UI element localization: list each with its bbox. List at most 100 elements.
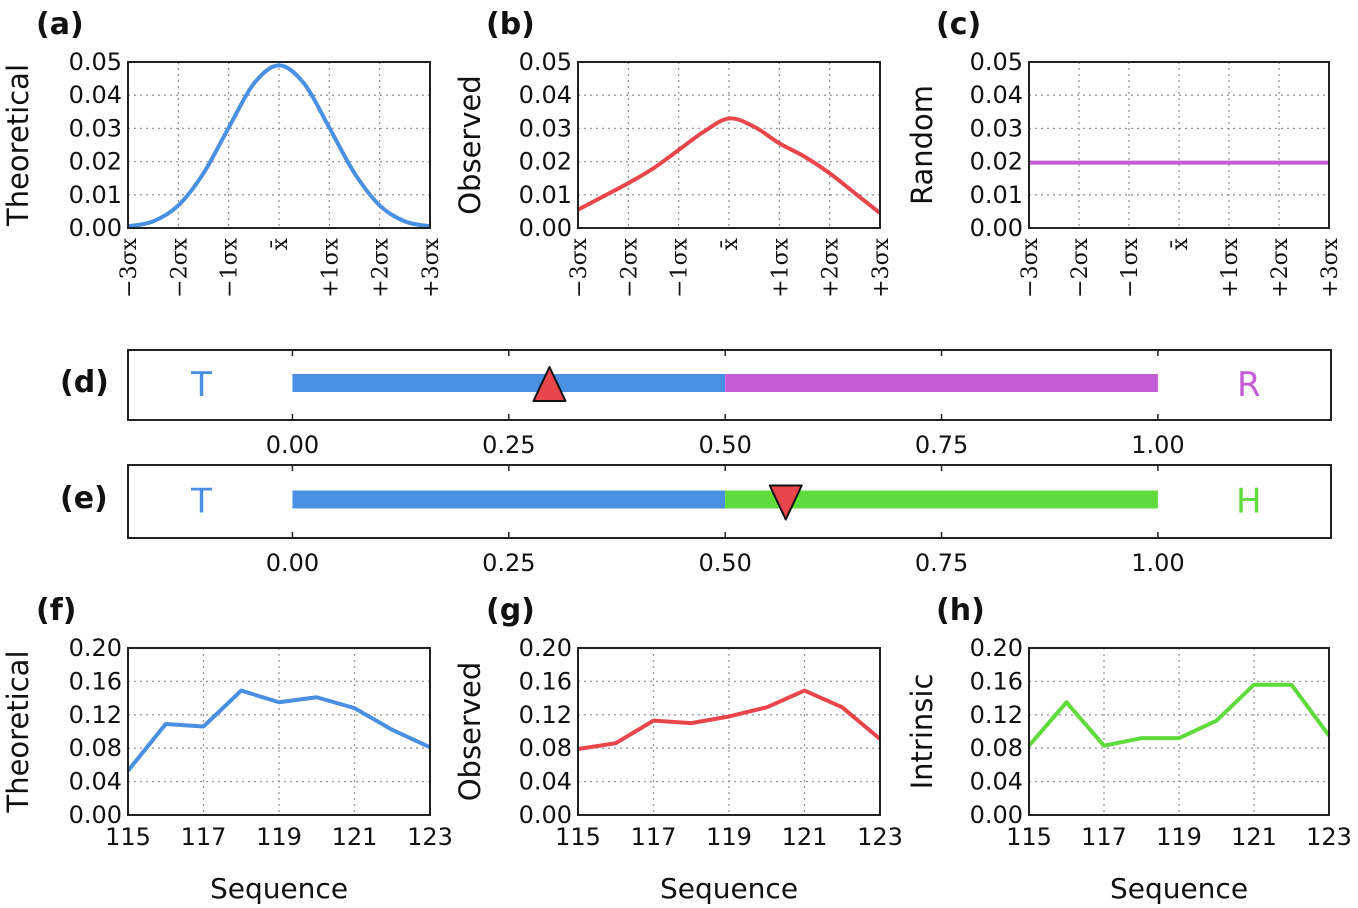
- y-axis-label: Random: [905, 85, 939, 205]
- plot-frame: [127, 647, 431, 816]
- series-line: [577, 688, 882, 752]
- plot-frame: [577, 647, 881, 816]
- x-tick-label: +1σx: [318, 237, 343, 297]
- y-axis-label: Observed: [453, 662, 487, 802]
- series-line: [577, 116, 882, 215]
- y-tick-label: 0.04: [69, 81, 122, 109]
- x-tick-label: 1.00: [1131, 431, 1184, 459]
- panel-e: (e) 0.00 0.25 0.50 0.75 1.00 T H: [60, 464, 1332, 577]
- x-tick-label: 121: [332, 823, 378, 851]
- left-segment: [292, 490, 726, 509]
- left-segment: [292, 374, 726, 392]
- y-tick-label: 0.16: [970, 667, 1023, 695]
- y-tick-label: 0.08: [519, 734, 572, 762]
- right-segment: [725, 374, 1158, 392]
- x-tick-label: x̄: [1168, 237, 1193, 250]
- x-tick-label: 0.50: [698, 549, 751, 577]
- y-axis-label: Observed: [453, 75, 487, 215]
- marker-triangle: [532, 366, 567, 402]
- plot-frame: [127, 61, 431, 229]
- x-tick-label: 119: [1156, 823, 1202, 851]
- x-tick-label: −1σx: [668, 237, 693, 297]
- x-tick-label: 121: [782, 823, 828, 851]
- x-tick-label: −3σx: [1018, 237, 1043, 297]
- x-tick-label: −1σx: [218, 237, 243, 297]
- series-line: [127, 63, 431, 229]
- y-tick-label: 0.08: [69, 734, 122, 762]
- x-tick-label: −2σx: [1068, 237, 1093, 297]
- x-tick-label: 115: [105, 823, 151, 851]
- marker-triangle: [768, 484, 803, 521]
- x-tick-label: 0.50: [698, 431, 751, 459]
- x-tick-label: 119: [256, 823, 302, 851]
- x-tick-label: 119: [706, 823, 752, 851]
- x-tick-label: 0.00: [266, 431, 319, 459]
- y-tick-label: 0.20: [519, 634, 572, 662]
- x-tick-label: 115: [1006, 823, 1052, 851]
- x-tick-label: −2σx: [617, 237, 642, 297]
- panel-h: (h) 0.00 0.04 0.08 0.12 0.16 0.20 115 117 119 121 1…: [905, 593, 1352, 905]
- plot-frame: [577, 61, 881, 229]
- y-tick-label: 0.04: [69, 768, 122, 796]
- panel-label: (h): [936, 593, 985, 628]
- y-tick-label: 0.01: [69, 181, 122, 209]
- x-tick-label: 117: [181, 823, 227, 851]
- x-tick-label: 123: [857, 823, 903, 851]
- y-tick-label: 0.05: [519, 48, 572, 76]
- panel-a: (a) 0.00 0.01 0.02 0.03 0.04 0.05 −3σx −2σx −1σx x…: [1, 7, 444, 298]
- panel-b: (b) 0.00 0.01 0.02 0.03 0.04 0.05 −3σx −2σx −1σx x…: [453, 7, 894, 298]
- panel-d: (d) 0.00 0.25 0.50 0.75 1.00 T R: [60, 349, 1332, 459]
- x-tick-label: 0.25: [482, 549, 535, 577]
- y-axis-label: Theoretical: [1, 650, 35, 813]
- panel-label: (d): [60, 365, 109, 400]
- x-tick-label: 1.00: [1131, 549, 1184, 577]
- x-tick-label: 0.75: [915, 549, 968, 577]
- y-tick-label: 0.16: [69, 667, 122, 695]
- panel-label: (g): [486, 593, 535, 628]
- x-tick-label: 115: [555, 823, 601, 851]
- y-axis-label: Intrinsic: [905, 674, 939, 790]
- y-tick-label: 0.02: [970, 148, 1023, 176]
- panel-label: (c): [936, 7, 981, 42]
- y-tick-label: 0.04: [970, 81, 1023, 109]
- y-tick-label: 0.00: [519, 214, 572, 242]
- y-tick-label: 0.04: [970, 768, 1023, 796]
- right-end-label: R: [1237, 365, 1261, 405]
- y-tick-label: 0.00: [970, 214, 1023, 242]
- x-tick-label: +2σx: [1268, 237, 1293, 297]
- x-tick-label: +1σx: [768, 237, 793, 297]
- x-tick-label: 123: [407, 823, 453, 851]
- x-axis-label: Sequence: [210, 872, 348, 905]
- panel-c: (c) 0.00 0.01 0.02 0.03 0.04 0.05 −3σx −2σx −1σx x…: [905, 7, 1343, 298]
- x-tick-label: x̄: [718, 237, 743, 250]
- x-tick-label: +3σx: [1318, 237, 1343, 297]
- y-tick-label: 0.12: [69, 701, 122, 729]
- x-tick-label: 117: [631, 823, 677, 851]
- x-tick-label: 0.00: [266, 549, 319, 577]
- left-end-label: T: [190, 482, 212, 522]
- y-tick-label: 0.00: [970, 801, 1023, 829]
- y-tick-label: 0.20: [970, 634, 1023, 662]
- plot-frame: [1028, 647, 1330, 816]
- bar-frame: [127, 349, 1332, 421]
- panel-label: (e): [60, 481, 108, 516]
- y-tick-label: 0.00: [69, 214, 122, 242]
- x-tick-label: 0.75: [915, 431, 968, 459]
- x-tick-label: 123: [1306, 823, 1352, 851]
- panel-f: (f) 0.00 0.04 0.08 0.12 0.16 0.20 115 117 119 121 1…: [1, 593, 453, 905]
- y-tick-label: 0.04: [519, 768, 572, 796]
- y-tick-label: 0.01: [970, 181, 1023, 209]
- series-line: [126, 688, 431, 773]
- y-tick-label: 0.05: [69, 48, 122, 76]
- bar-frame: [127, 464, 1332, 539]
- y-tick-label: 0.05: [970, 48, 1023, 76]
- y-tick-label: 0.12: [519, 701, 572, 729]
- y-tick-label: 0.08: [970, 734, 1023, 762]
- panel-g: (g) 0.00 0.04 0.08 0.12 0.16 0.20 115 117 119 121 1…: [453, 593, 903, 905]
- panel-label: (f): [36, 593, 76, 628]
- y-tick-label: 0.02: [69, 148, 122, 176]
- y-tick-label: 0.00: [69, 801, 122, 829]
- x-tick-label: +1σx: [1218, 237, 1243, 297]
- x-tick-label: −1σx: [1118, 237, 1143, 297]
